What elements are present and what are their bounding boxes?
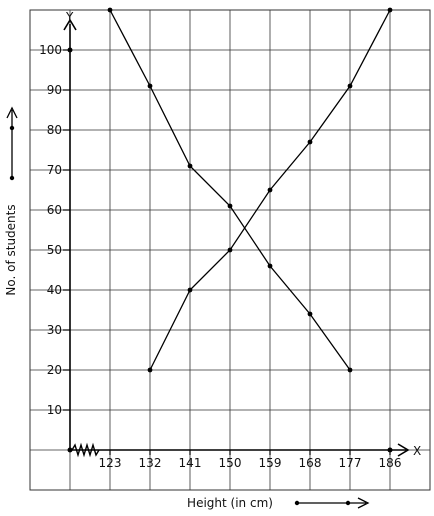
x-tick-label: 123 (99, 456, 122, 470)
x-axis-end-point (387, 447, 393, 453)
x-tick-label: 150 (219, 456, 242, 470)
series-2-point (187, 287, 193, 293)
origin-point (67, 447, 73, 453)
x-tick-label: 159 (259, 456, 282, 470)
y-tick-label: 40 (47, 283, 62, 297)
y-tick-label: 30 (47, 323, 62, 337)
y-tick-label: 80 (47, 123, 62, 137)
x-tick-label: 132 (139, 456, 162, 470)
series-1-point (107, 7, 113, 13)
y-direction-dot-lower (9, 175, 15, 181)
x-tick-label: 141 (179, 456, 202, 470)
series-1-point (227, 203, 233, 209)
y-axis-arrowhead (63, 18, 77, 31)
series-2-point (147, 367, 153, 373)
x-tick-labels: 123 132 141 150 159 168 177 186 (67, 47, 402, 470)
series-2-point (307, 139, 313, 145)
y-axis-title-group: No. of students (4, 106, 18, 296)
y-direction-arrowhead (6, 106, 18, 119)
y-tick-label: 50 (47, 243, 62, 257)
x-tick-label: 177 (339, 456, 362, 470)
series-1-point (307, 311, 313, 317)
series-2-point (347, 83, 353, 89)
grid (29, 9, 431, 491)
series-1-point (267, 263, 273, 269)
series-1-point (187, 163, 193, 169)
y-tick-label: 90 (47, 83, 62, 97)
series-1-point (147, 83, 153, 89)
x-axis-letter: X (413, 444, 421, 458)
y-tick-labels: 10 20 30 40 50 60 70 80 90 100 (39, 43, 70, 417)
x-tick-label: 168 (299, 456, 322, 470)
series-2-point (267, 187, 273, 193)
y-axis-letter: Y (65, 10, 74, 24)
x-direction-arrowhead (357, 497, 370, 509)
y-axis-title: No. of students (4, 204, 18, 295)
x-direction-dot-left (294, 500, 300, 506)
x-axis-title: Height (in cm) (187, 496, 273, 510)
axes: X Y (63, 10, 421, 458)
x-axis-title-group: Height (in cm) (187, 496, 370, 510)
y-tick-label: 100 (39, 43, 62, 57)
y-tick-label: 60 (47, 203, 62, 217)
y-axis-top-point (67, 47, 73, 53)
y-direction-dot-upper (9, 125, 15, 131)
y-tick-label: 20 (47, 363, 62, 377)
y-tick-label: 70 (47, 163, 62, 177)
series-2-point (227, 247, 233, 253)
axis-break-zigzag (71, 442, 100, 458)
x-tick-label: 186 (379, 456, 402, 470)
series-2-point (387, 7, 393, 13)
x-direction-dot-right (345, 500, 351, 506)
x-axis-arrowhead (397, 443, 410, 457)
series-1-point (347, 367, 353, 373)
series (107, 7, 393, 373)
y-tick-label: 10 (47, 403, 62, 417)
